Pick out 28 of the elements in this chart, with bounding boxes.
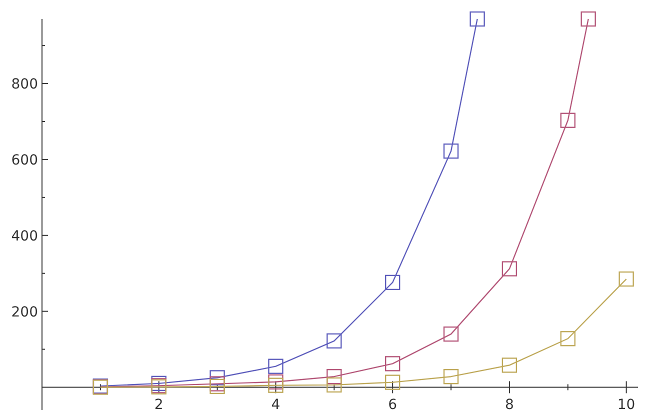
point xyxy=(268,358,284,374)
point xyxy=(443,326,459,342)
x-tick-label: 10 xyxy=(617,397,636,410)
x-tick-label: 2 xyxy=(154,397,164,410)
point xyxy=(618,271,634,287)
point xyxy=(470,11,485,27)
point xyxy=(326,333,342,349)
point xyxy=(560,112,576,128)
y-tick-label: 400 xyxy=(11,228,38,244)
point xyxy=(268,378,284,393)
y-tick-label: 200 xyxy=(11,304,38,320)
point xyxy=(384,374,400,390)
point xyxy=(580,11,596,27)
x-tick-label: 6 xyxy=(388,397,398,410)
point xyxy=(210,378,225,394)
y-tick-label: 600 xyxy=(11,152,38,168)
point xyxy=(560,331,576,346)
point xyxy=(384,274,400,290)
point xyxy=(326,368,342,384)
point xyxy=(443,368,459,384)
point xyxy=(443,144,459,159)
x-tick-label: 8 xyxy=(504,397,514,410)
point xyxy=(502,358,518,373)
y-tick-label: 800 xyxy=(11,76,38,93)
point xyxy=(384,356,400,372)
point xyxy=(326,377,342,393)
point xyxy=(502,261,518,276)
x-tick-label: 4 xyxy=(271,397,280,410)
